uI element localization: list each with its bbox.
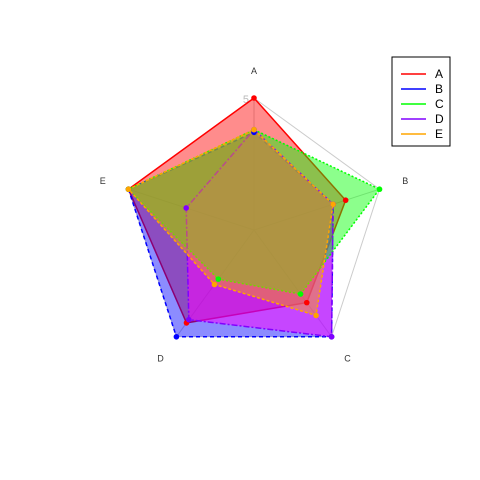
series-d-point bbox=[328, 333, 335, 340]
legend-box bbox=[391, 56, 451, 147]
series-b-point bbox=[173, 333, 180, 340]
series-c-point bbox=[376, 186, 383, 193]
axis-label-e: E bbox=[100, 176, 106, 186]
legend-label-d: D bbox=[435, 112, 444, 126]
axis-label-d: D bbox=[157, 354, 164, 364]
legend-label-e: E bbox=[435, 127, 443, 141]
axis-label-c: C bbox=[344, 354, 351, 364]
series-e-polygon bbox=[127, 128, 334, 317]
legend-label-c: C bbox=[435, 97, 444, 111]
legend-label-a: A bbox=[435, 67, 443, 81]
series-e-point bbox=[251, 126, 257, 133]
series-c-polygon bbox=[127, 128, 381, 295]
series-e-point bbox=[125, 186, 132, 193]
series-d-polygon bbox=[185, 128, 334, 338]
series-d-fill bbox=[186, 129, 334, 337]
series-a-point bbox=[303, 299, 310, 306]
series-c-point bbox=[215, 276, 222, 282]
ring-label: 5 bbox=[243, 94, 249, 106]
legend-label-b: B bbox=[435, 82, 443, 96]
series-a-point bbox=[342, 197, 349, 204]
axis-labels: A B C D E bbox=[100, 66, 408, 364]
series-d-point bbox=[183, 205, 190, 211]
series-e-point bbox=[313, 312, 319, 319]
axis-label-a: A bbox=[251, 66, 257, 76]
series-e-point bbox=[211, 281, 218, 288]
series-c-point bbox=[297, 291, 304, 297]
series-a-point bbox=[251, 95, 257, 101]
series-d-point bbox=[186, 316, 192, 323]
series-layer bbox=[127, 96, 381, 338]
series-e-point bbox=[330, 201, 336, 208]
points-layer bbox=[125, 95, 383, 340]
axis-label-b: B bbox=[402, 176, 408, 186]
